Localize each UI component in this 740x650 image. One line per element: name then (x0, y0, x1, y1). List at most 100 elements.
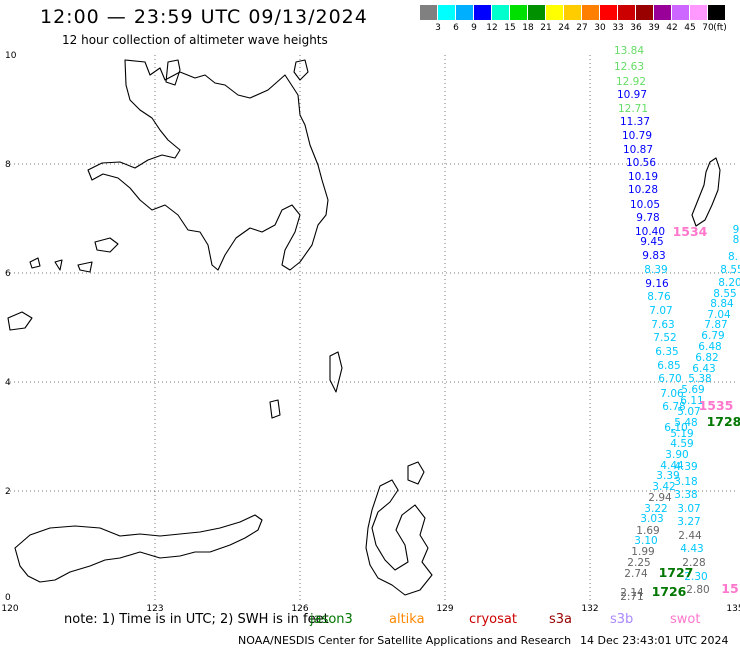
wave-height-label: 8.55 (720, 264, 740, 276)
colorbar-swatch (546, 5, 563, 20)
wave-height-label: 4.44 (660, 460, 684, 472)
x-tick-label: 123 (146, 604, 163, 614)
axis-ticks: 120 123 126 129 132 135 0 2 4 6 8 10 (1, 51, 740, 614)
colorbar-swatch (636, 5, 653, 20)
wave-height-label: 6.79 (701, 330, 724, 342)
satellite-jason3: jason3 (310, 612, 353, 627)
wave-height-label: 9.78 (636, 212, 659, 224)
wave-height-label: 6.70 (658, 373, 681, 385)
wave-height-label: 5.69 (681, 384, 704, 396)
coastline-sangihe (269, 399, 281, 419)
colorbar-swatch (708, 5, 725, 20)
wave-height-label: 7.04 (707, 309, 731, 321)
time-label: 1726 (652, 584, 687, 599)
wave-height-label: 3.18 (674, 476, 697, 488)
colorbar-label: 18 (522, 23, 534, 33)
wave-height-label: 10.05 (630, 199, 660, 211)
coastline-palau (691, 157, 721, 227)
wave-height-label: 10.56 (626, 157, 656, 169)
wave-height-label: 6.48 (698, 341, 721, 353)
wave-height-label: 9.45 (640, 236, 663, 248)
x-tick-label: 120 (1, 604, 18, 614)
time-label: 1728 (707, 414, 740, 429)
satellite-altika: altika (389, 612, 425, 627)
satellite-swot: swot (670, 612, 701, 627)
colorbar-label: 27 (576, 23, 588, 33)
colorbar-swatch (528, 5, 545, 20)
wave-height-label: 13.84 (614, 45, 644, 57)
wave-height-label: 4.39 (674, 461, 697, 473)
coastline-sulu-1 (29, 257, 41, 269)
colorbar-label: 33 (612, 23, 624, 33)
wave-height-label: 6.11 (680, 395, 703, 407)
x-tick-label: 129 (436, 604, 453, 614)
wave-height-label: 7.06 (660, 388, 684, 400)
wave-height-label: 8.84 (710, 298, 734, 310)
colorbar-label: 12 (486, 23, 498, 33)
time-label: 1535 (699, 398, 734, 413)
x-tick-label: 135 (726, 604, 740, 614)
credit-text: NOAA/NESDIS Center for Satellite Applica… (238, 634, 572, 647)
wave-height-label: 3.90 (665, 449, 688, 461)
wave-height-label: 3.42 (652, 481, 675, 493)
coastline-sulu-4 (7, 311, 33, 331)
colorbar-swatch (456, 5, 473, 20)
colorbar-swatch (654, 5, 671, 20)
coastline-mindanao (87, 59, 329, 271)
wave-height-label: 7.52 (653, 332, 676, 344)
wave-height-label: 10.79 (622, 130, 652, 142)
colorbar-label: 70 (702, 23, 714, 33)
colorbar-label: 24 (558, 23, 570, 33)
y-tick-label: 8 (5, 160, 11, 170)
y-tick-label: 6 (5, 269, 11, 279)
colorbar-label: 3 (435, 23, 441, 33)
coastline-sulu-2 (54, 259, 63, 271)
colorbar-label: 21 (540, 23, 552, 33)
wave-height-label: 9 (733, 224, 740, 236)
wave-height-label: 2.44 (678, 530, 702, 542)
wave-height-label: 6.78 (662, 401, 685, 413)
wave-height-label: 8 (733, 234, 740, 246)
satellite-s3a: s3a (549, 612, 573, 627)
y-tick-label: 0 (5, 593, 11, 603)
wave-height-label: 2.28 (682, 557, 705, 569)
coastline-basilan (94, 237, 119, 253)
coastline-island-north (165, 59, 181, 86)
wave-height-label: 3.27 (677, 516, 700, 528)
colorbar-unit: (ft) (713, 23, 727, 33)
x-tick-label: 132 (581, 604, 598, 614)
wave-height-label: 2.14 (620, 587, 644, 599)
colorbar-legend: 3 6 9 12 15 18 21 24 27 30 33 36 39 42 45 70 (ft) (420, 5, 730, 37)
wave-height-label: 3.03 (640, 513, 663, 525)
wave-height-label: 1.99 (631, 546, 654, 558)
wave-height-label: 10.19 (628, 171, 658, 183)
colorbar-label: 36 (630, 23, 642, 33)
wave-height-label: 7.87 (704, 319, 727, 331)
wave-height-label: 12.63 (614, 61, 644, 73)
coastline-morotai (407, 461, 425, 485)
wave-height-label: 1.69 (636, 525, 659, 537)
coastline-sulu-3 (77, 261, 93, 273)
wave-height-label: 6.85 (657, 360, 680, 372)
coastline-sulawesi (14, 514, 263, 583)
colorbar-swatch (672, 5, 689, 20)
satellite-cryosat: cryosat (469, 612, 517, 627)
wave-height-label: 8. (728, 251, 738, 263)
timestamp-text: 14 Dec 23:43:01 UTC 2024 (580, 634, 729, 647)
wave-height-label: 3.22 (644, 503, 667, 515)
wave-height-label: 2.71 (620, 591, 643, 603)
time-label: 15 (721, 581, 738, 596)
colorbar-swatch (492, 5, 509, 20)
wave-height-label: 9.83 (642, 250, 665, 262)
wave-height-label: 8.76 (647, 291, 671, 303)
colorbar-label: 15 (504, 23, 516, 33)
wave-height-label: 7.63 (651, 319, 674, 331)
note-text: note: 1) Time is in UTC; 2) SWH is in fe… (64, 612, 329, 627)
y-tick-label: 2 (5, 487, 11, 497)
colorbar-swatch (438, 5, 455, 20)
wave-height-label: 6.82 (695, 352, 718, 364)
grid-lines (10, 55, 735, 600)
wave-height-label: 5.48 (674, 417, 697, 429)
